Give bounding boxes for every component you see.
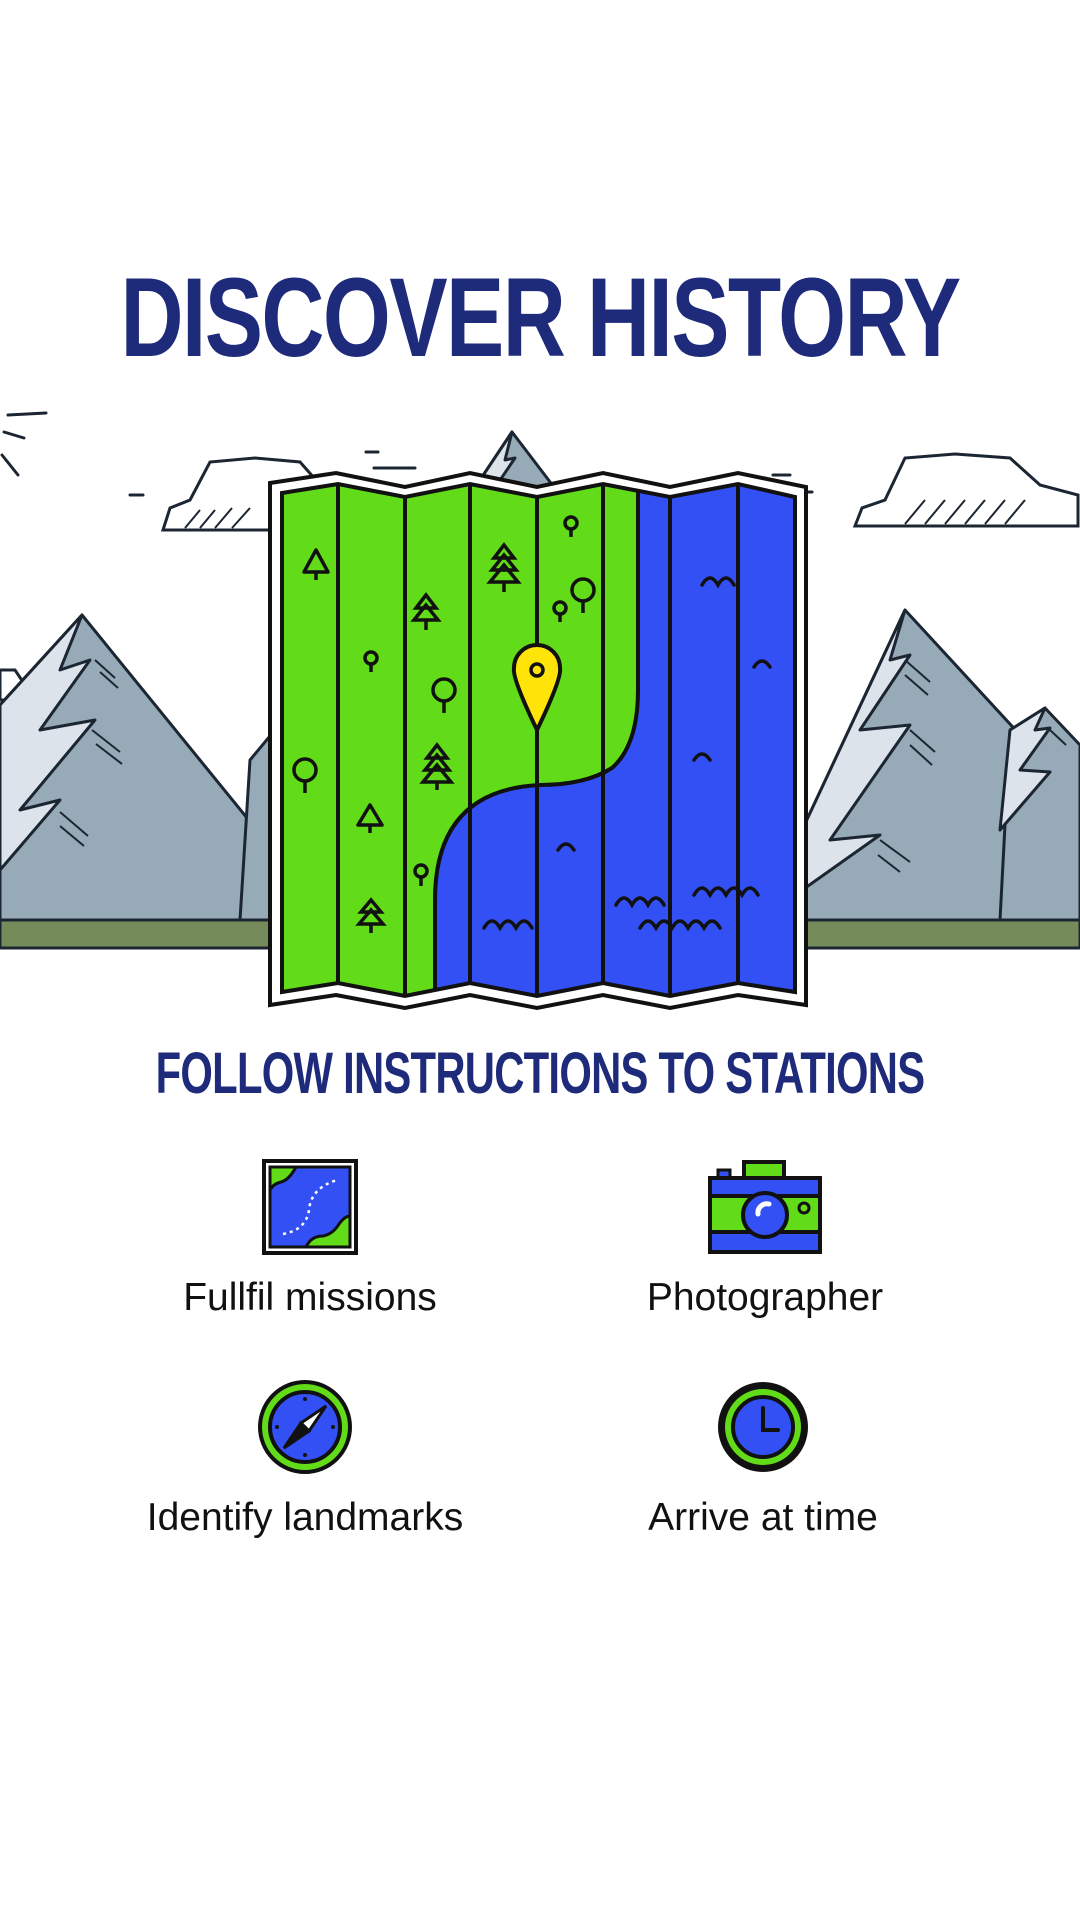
feature-identify-landmarks: Identify landmarks bbox=[35, 1378, 575, 1537]
feature-label: Identify landmarks bbox=[146, 1496, 464, 1539]
sun-rays bbox=[0, 411, 48, 477]
location-pin-icon bbox=[511, 643, 563, 735]
hero-illustration bbox=[0, 411, 1080, 1011]
folded-map-illustration bbox=[268, 470, 808, 1011]
camera-icon bbox=[708, 1160, 822, 1254]
clock-icon bbox=[718, 1382, 808, 1472]
feature-photographer: Photographer bbox=[495, 1158, 1035, 1317]
feature-label: Arrive at time bbox=[648, 1496, 878, 1539]
compass-icon bbox=[258, 1380, 352, 1474]
cloud-right bbox=[852, 452, 1080, 528]
feature-label: Fullfil missions bbox=[183, 1276, 437, 1319]
feature-fullfil-missions: Fullfil missions bbox=[40, 1158, 580, 1317]
feature-label: Photographer bbox=[646, 1276, 884, 1319]
instructions-title: FOLLOW INSTRUCTIONS TO STATIONS bbox=[155, 1041, 925, 1106]
map-icon bbox=[262, 1159, 358, 1255]
feature-arrive-at-time: Arrive at time bbox=[493, 1378, 1033, 1537]
page-title: DISCOVER HISTORY bbox=[120, 255, 961, 380]
